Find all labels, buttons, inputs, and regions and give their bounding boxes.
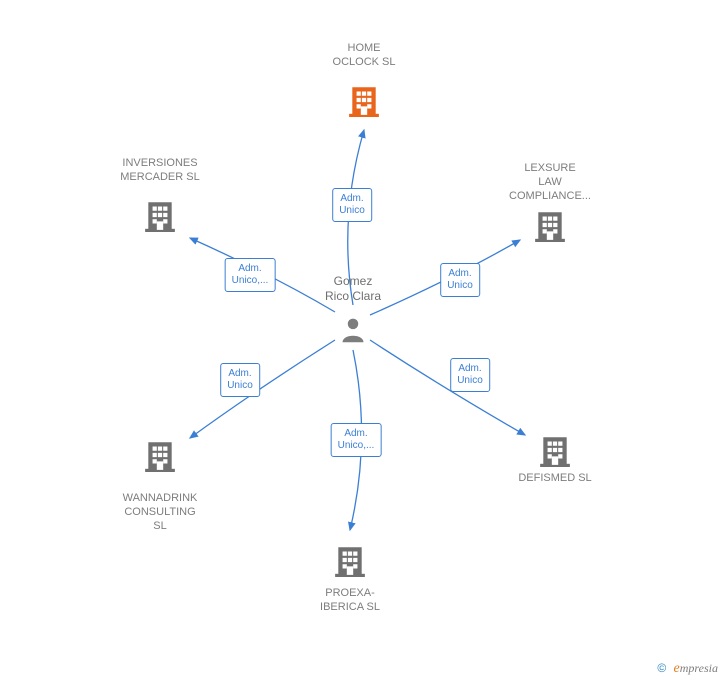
company-node-defismed[interactable] [538,433,572,472]
copyright-symbol: © [657,661,666,675]
company-label-defismed: DEFISMED SL [495,472,615,486]
edge-role-box: Adm. Unico [440,263,480,297]
edge-role-box: Adm. Unico [332,188,372,222]
building-icon [538,433,572,467]
person-icon [339,316,367,344]
company-label-inversiones: INVERSIONES MERCADER SL [100,157,220,185]
company-node-inversiones[interactable] [143,198,177,237]
company-node-lexsure[interactable] [533,208,567,247]
company-label-lexsure: LEXSURE LAW COMPLIANCE... [490,162,610,203]
edge-line [190,340,335,438]
building-icon [347,83,381,117]
company-node-wannadrink[interactable] [143,438,177,477]
edge-role-box: Adm. Unico [450,358,490,392]
attribution: © empresia [657,661,718,677]
company-label-wannadrink: WANNADRINK CONSULTING SL [100,492,220,533]
building-icon [143,198,177,232]
edge-role-box: Adm. Unico,... [225,258,276,292]
company-label-home: HOME OCLOCK SL [304,42,424,70]
brand-rest: mpresia [680,661,718,675]
edge-role-box: Adm. Unico,... [331,423,382,457]
company-node-home[interactable] [347,83,381,122]
building-icon [533,208,567,242]
edge-line [370,340,525,435]
edge-role-box: Adm. Unico [220,363,260,397]
company-node-proexa[interactable] [333,543,367,582]
person-icon [339,316,367,349]
building-icon [143,438,177,472]
center-person-label: Gomez Rico Clara [313,274,393,304]
company-label-proexa: PROEXA- IBERICA SL [290,587,410,615]
building-icon [333,543,367,577]
